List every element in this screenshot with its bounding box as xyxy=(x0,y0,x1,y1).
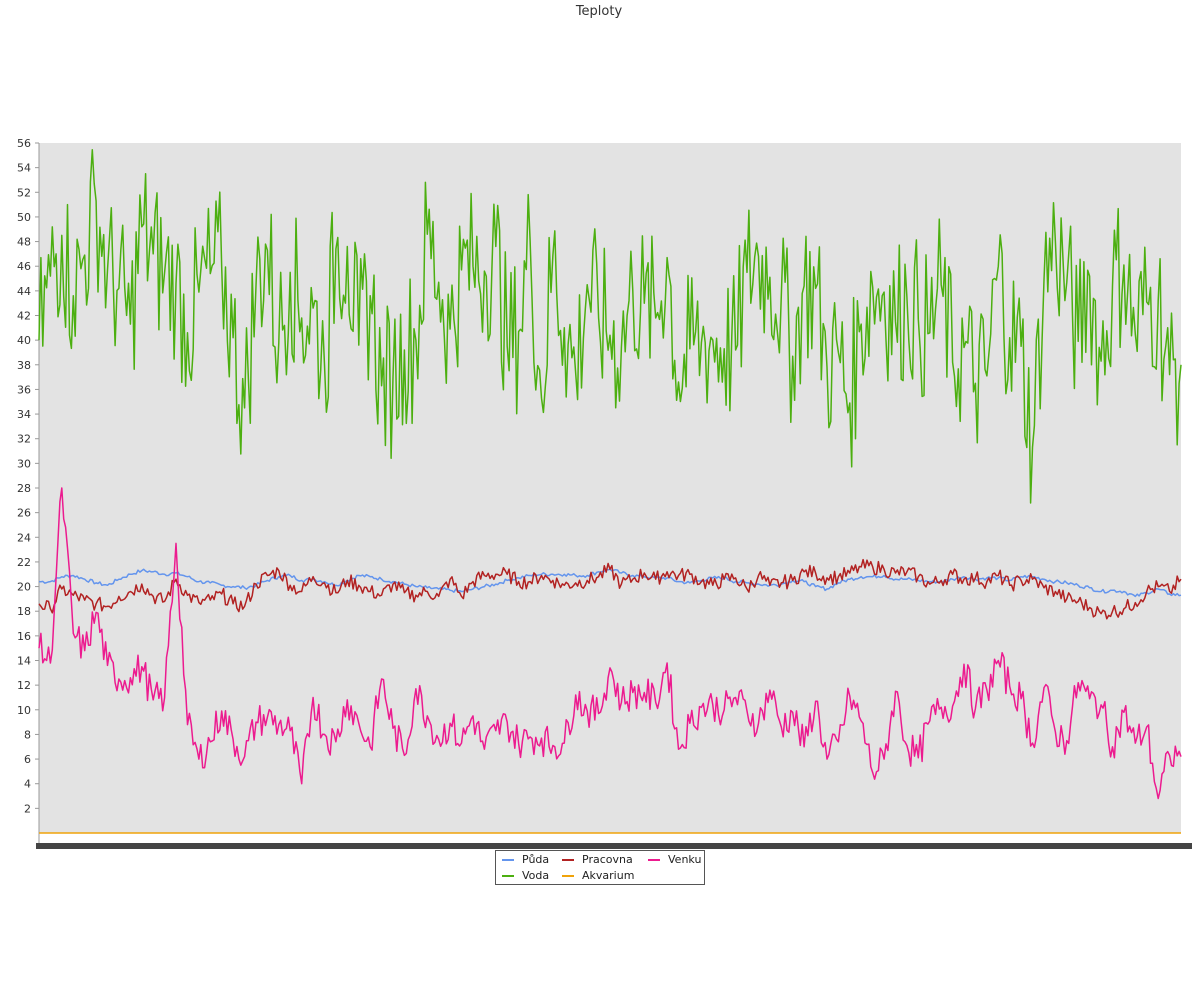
y-tick-label: 6 xyxy=(24,753,31,766)
y-tick-label: 32 xyxy=(17,433,31,446)
y-tick-label: 36 xyxy=(17,383,31,396)
y-tick-label: 8 xyxy=(24,728,31,741)
y-tick-label: 12 xyxy=(17,679,31,692)
y-tick-label: 14 xyxy=(17,655,31,668)
legend-swatch-voda xyxy=(502,875,514,877)
plot-area xyxy=(39,143,1181,833)
legend-swatch-pracovna xyxy=(562,859,574,861)
y-tick-label: 42 xyxy=(17,310,31,323)
y-tick-label: 18 xyxy=(17,605,31,618)
legend: Půda Pracovna Venku Voda Akvarium xyxy=(495,850,705,885)
y-tick-label: 20 xyxy=(17,581,31,594)
y-tick-label: 30 xyxy=(17,457,31,470)
y-tick-label: 52 xyxy=(17,186,31,199)
legend-label-akvarium: Akvarium xyxy=(582,869,635,882)
series-line-pracovna xyxy=(38,558,1182,620)
x-axis xyxy=(36,843,1192,849)
legend-swatch-venku xyxy=(648,859,660,861)
y-tick-label: 50 xyxy=(17,211,31,224)
legend-swatch-akvarium xyxy=(562,875,574,877)
series-layer xyxy=(38,149,1182,834)
y-tick-label: 34 xyxy=(17,408,31,421)
y-axis: 2468101214161820222426283032343638404244… xyxy=(17,137,40,843)
y-tick-label: 4 xyxy=(24,778,31,791)
y-tick-label: 24 xyxy=(17,531,31,544)
legend-swatch-puda xyxy=(502,859,514,861)
y-tick-label: 48 xyxy=(17,236,31,249)
series-line-venku xyxy=(38,487,1182,800)
chart-title: Teploty xyxy=(575,4,623,19)
y-tick-label: 22 xyxy=(17,556,31,569)
y-tick-label: 40 xyxy=(17,334,31,347)
y-tick-label: 56 xyxy=(17,137,31,150)
y-tick-label: 16 xyxy=(17,630,31,643)
x-axis-tick-band xyxy=(36,843,1192,849)
y-tick-label: 38 xyxy=(17,359,31,372)
legend-label-voda: Voda xyxy=(522,869,550,882)
legend-label-venku: Venku xyxy=(668,853,702,866)
y-tick-label: 46 xyxy=(17,260,31,273)
series-line-voda xyxy=(38,149,1182,504)
y-tick-label: 10 xyxy=(17,704,31,717)
y-tick-label: 54 xyxy=(17,162,31,175)
y-tick-label: 2 xyxy=(24,802,31,815)
legend-label-puda: Půda xyxy=(522,853,550,866)
y-tick-label: 44 xyxy=(17,285,31,298)
y-tick-label: 26 xyxy=(17,507,31,520)
legend-label-pracovna: Pracovna xyxy=(582,853,633,866)
y-tick-label: 28 xyxy=(17,482,31,495)
